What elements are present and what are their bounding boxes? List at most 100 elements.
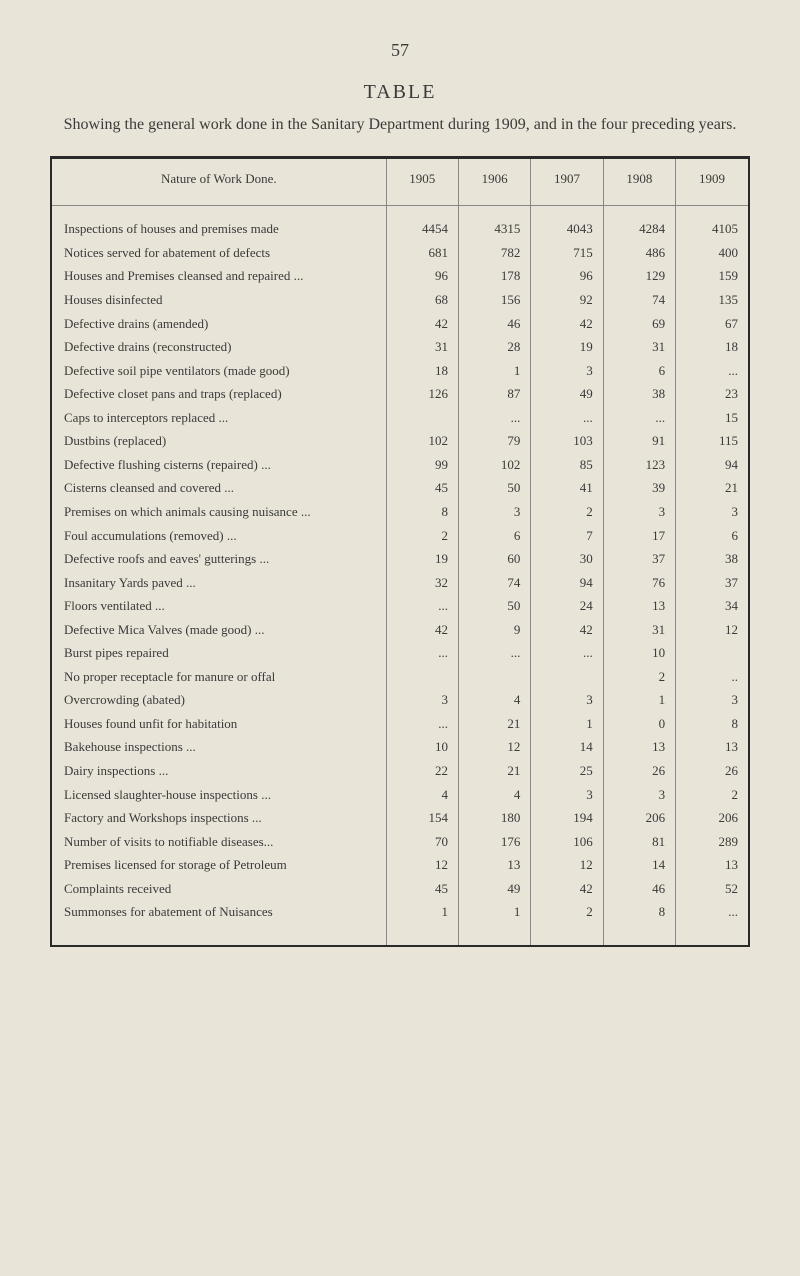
cell-value: 782 (458, 241, 530, 265)
cell-value: 3 (676, 688, 748, 712)
row-label: Notices served for abatement of defects (52, 241, 386, 265)
cell-value: 3 (386, 688, 458, 712)
cell-value: 94 (676, 453, 748, 477)
row-label: No proper receptacle for manure or offal (52, 665, 386, 689)
cell-value: 115 (676, 429, 748, 453)
cell-value: 2 (386, 524, 458, 548)
table-row: Licensed slaughter-house inspections ...… (52, 783, 748, 807)
cell-value: 4284 (603, 206, 675, 241)
cell-value: 9 (458, 618, 530, 642)
cell-value: 289 (676, 830, 748, 854)
col-header-1909: 1909 (676, 159, 748, 206)
cell-value: 3 (603, 500, 675, 524)
table-row: Cisterns cleansed and covered ...4550413… (52, 476, 748, 500)
row-label: Premises licensed for storage of Petrole… (52, 853, 386, 877)
cell-value: 8 (676, 712, 748, 736)
cell-value: 14 (603, 853, 675, 877)
cell-value: 715 (531, 241, 603, 265)
cell-value: 42 (386, 618, 458, 642)
table-row: Notices served for abatement of defects6… (52, 241, 748, 265)
col-header-1908: 1908 (603, 159, 675, 206)
cell-value: 6 (676, 524, 748, 548)
cell-value: 159 (676, 264, 748, 288)
cell-value: 67 (676, 312, 748, 336)
cell-value: 76 (603, 571, 675, 595)
cell-value: 42 (386, 312, 458, 336)
row-label: Licensed slaughter-house inspections ... (52, 783, 386, 807)
row-label: Cisterns cleansed and covered ... (52, 476, 386, 500)
cell-value: 32 (386, 571, 458, 595)
header-row: Nature of Work Done. 1905 1906 1907 1908… (52, 159, 748, 206)
row-label: Factory and Workshops inspections ... (52, 806, 386, 830)
table-row: Premises on which animals causing nuisan… (52, 500, 748, 524)
cell-value: 3 (531, 359, 603, 383)
cell-value: 3 (531, 783, 603, 807)
row-label: Number of visits to notifiable diseases.… (52, 830, 386, 854)
cell-value: 106 (531, 830, 603, 854)
sanitary-work-table: Nature of Work Done. 1905 1906 1907 1908… (52, 159, 748, 944)
cell-value: .. (676, 665, 748, 689)
table-row: Defective drains (amended)4246426967 (52, 312, 748, 336)
row-label: Bakehouse inspections ... (52, 735, 386, 759)
cell-value: ... (386, 712, 458, 736)
table-row: Defective flushing cisterns (repaired) .… (52, 453, 748, 477)
cell-value: 102 (458, 453, 530, 477)
cell-value: 12 (458, 735, 530, 759)
cell-value: 1 (603, 688, 675, 712)
cell-value: 13 (676, 735, 748, 759)
cell-value: 7 (531, 524, 603, 548)
table-row: Defective drains (reconstructed)31281931… (52, 335, 748, 359)
row-label: Defective roofs and eaves' gutterings ..… (52, 547, 386, 571)
col-header-nature: Nature of Work Done. (52, 159, 386, 206)
row-label: Houses found unfit for habitation (52, 712, 386, 736)
cell-value: 79 (458, 429, 530, 453)
cell-value: ... (386, 641, 458, 665)
row-label: Defective soil pipe ventilators (made go… (52, 359, 386, 383)
cell-value: 45 (386, 476, 458, 500)
cell-value: 13 (676, 853, 748, 877)
col-header-1905: 1905 (386, 159, 458, 206)
row-label: Houses and Premises cleansed and repaire… (52, 264, 386, 288)
cell-value (676, 641, 748, 665)
cell-value: 10 (386, 735, 458, 759)
cell-value: 18 (676, 335, 748, 359)
cell-value: ... (676, 359, 748, 383)
cell-value: 18 (386, 359, 458, 383)
col-header-1906: 1906 (458, 159, 530, 206)
cell-value: 21 (458, 759, 530, 783)
table-title: TABLE (50, 81, 750, 104)
cell-value: 74 (603, 288, 675, 312)
cell-value: 26 (603, 759, 675, 783)
table-row: Bakehouse inspections ...1012141313 (52, 735, 748, 759)
row-label: Overcrowding (abated) (52, 688, 386, 712)
table-row: Defective Mica Valves (made good) ...429… (52, 618, 748, 642)
cell-value: 13 (603, 735, 675, 759)
table-row: Burst pipes repaired.........10 (52, 641, 748, 665)
row-label: Defective flushing cisterns (repaired) .… (52, 453, 386, 477)
row-label: Caps to interceptors replaced ... (52, 406, 386, 430)
cell-value: 31 (386, 335, 458, 359)
cell-value: 2 (531, 900, 603, 945)
cell-value: 12 (676, 618, 748, 642)
row-label: Inspections of houses and premises made (52, 206, 386, 241)
cell-value: 50 (458, 476, 530, 500)
row-label: Insanitary Yards paved ... (52, 571, 386, 595)
cell-value: 74 (458, 571, 530, 595)
cell-value: 28 (458, 335, 530, 359)
cell-value (386, 665, 458, 689)
cell-value: ... (676, 900, 748, 945)
cell-value: 96 (531, 264, 603, 288)
cell-value: 123 (603, 453, 675, 477)
cell-value: 1 (531, 712, 603, 736)
table-row: Number of visits to notifiable diseases.… (52, 830, 748, 854)
cell-value: 50 (458, 594, 530, 618)
table-row: Houses and Premises cleansed and repaire… (52, 264, 748, 288)
row-label: Premises on which animals causing nuisan… (52, 500, 386, 524)
cell-value: 19 (386, 547, 458, 571)
cell-value (386, 406, 458, 430)
row-label: Summonses for abatement of Nuisances (52, 900, 386, 945)
cell-value: 129 (603, 264, 675, 288)
cell-value: 12 (531, 853, 603, 877)
cell-value: 68 (386, 288, 458, 312)
cell-value: ... (603, 406, 675, 430)
